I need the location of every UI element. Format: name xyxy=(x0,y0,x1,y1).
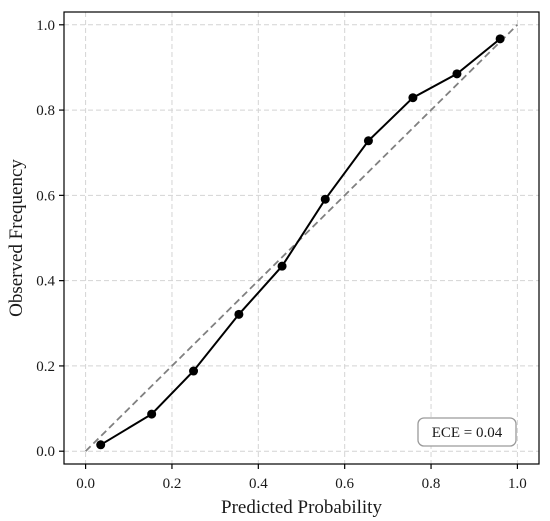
x-tick-label: 0.6 xyxy=(335,476,354,492)
ece-annotation-box xyxy=(417,417,517,447)
plot-frame xyxy=(63,11,540,465)
y-tick-label: 0.8 xyxy=(36,103,55,119)
x-tick-label: 0.2 xyxy=(163,476,182,492)
y-tick-label: 0.2 xyxy=(36,359,55,375)
grid xyxy=(64,12,539,464)
data-points xyxy=(96,34,505,450)
data-point xyxy=(320,194,330,204)
data-point xyxy=(189,366,199,376)
series-line xyxy=(100,38,501,446)
y-tick-label: 1.0 xyxy=(36,18,55,34)
x-tick-label: 0.8 xyxy=(422,476,441,492)
x-tick-label: 0.0 xyxy=(76,476,95,492)
y-tick-label: 0.6 xyxy=(36,188,55,204)
data-point xyxy=(96,440,106,450)
y-tick-label: 0.0 xyxy=(36,444,55,460)
perfect-calibration-line xyxy=(84,24,519,452)
data-point xyxy=(408,93,418,103)
axis-ticks: 0.0 0.2 0.4 0.6 0.8 1.0 0.0 0.2 0.4 0.6 0.8 1.0 xyxy=(36,18,527,492)
data-point xyxy=(363,136,373,146)
data-point xyxy=(452,69,462,79)
y-tick-label: 0.4 xyxy=(36,274,55,290)
x-tick-label: 0.4 xyxy=(249,476,268,492)
ece-annotation: ECE = 0.04 xyxy=(417,417,517,447)
data-point xyxy=(234,309,244,319)
ece-annotation-text: ECE = 0.04 xyxy=(432,425,503,441)
y-axis-label: Observed Frequency xyxy=(6,159,27,317)
data-point xyxy=(495,34,505,44)
x-axis-label: Predicted Probability xyxy=(221,497,382,518)
data-point xyxy=(147,409,157,419)
data-point xyxy=(277,261,287,271)
x-tick-label: 1.0 xyxy=(508,476,527,492)
